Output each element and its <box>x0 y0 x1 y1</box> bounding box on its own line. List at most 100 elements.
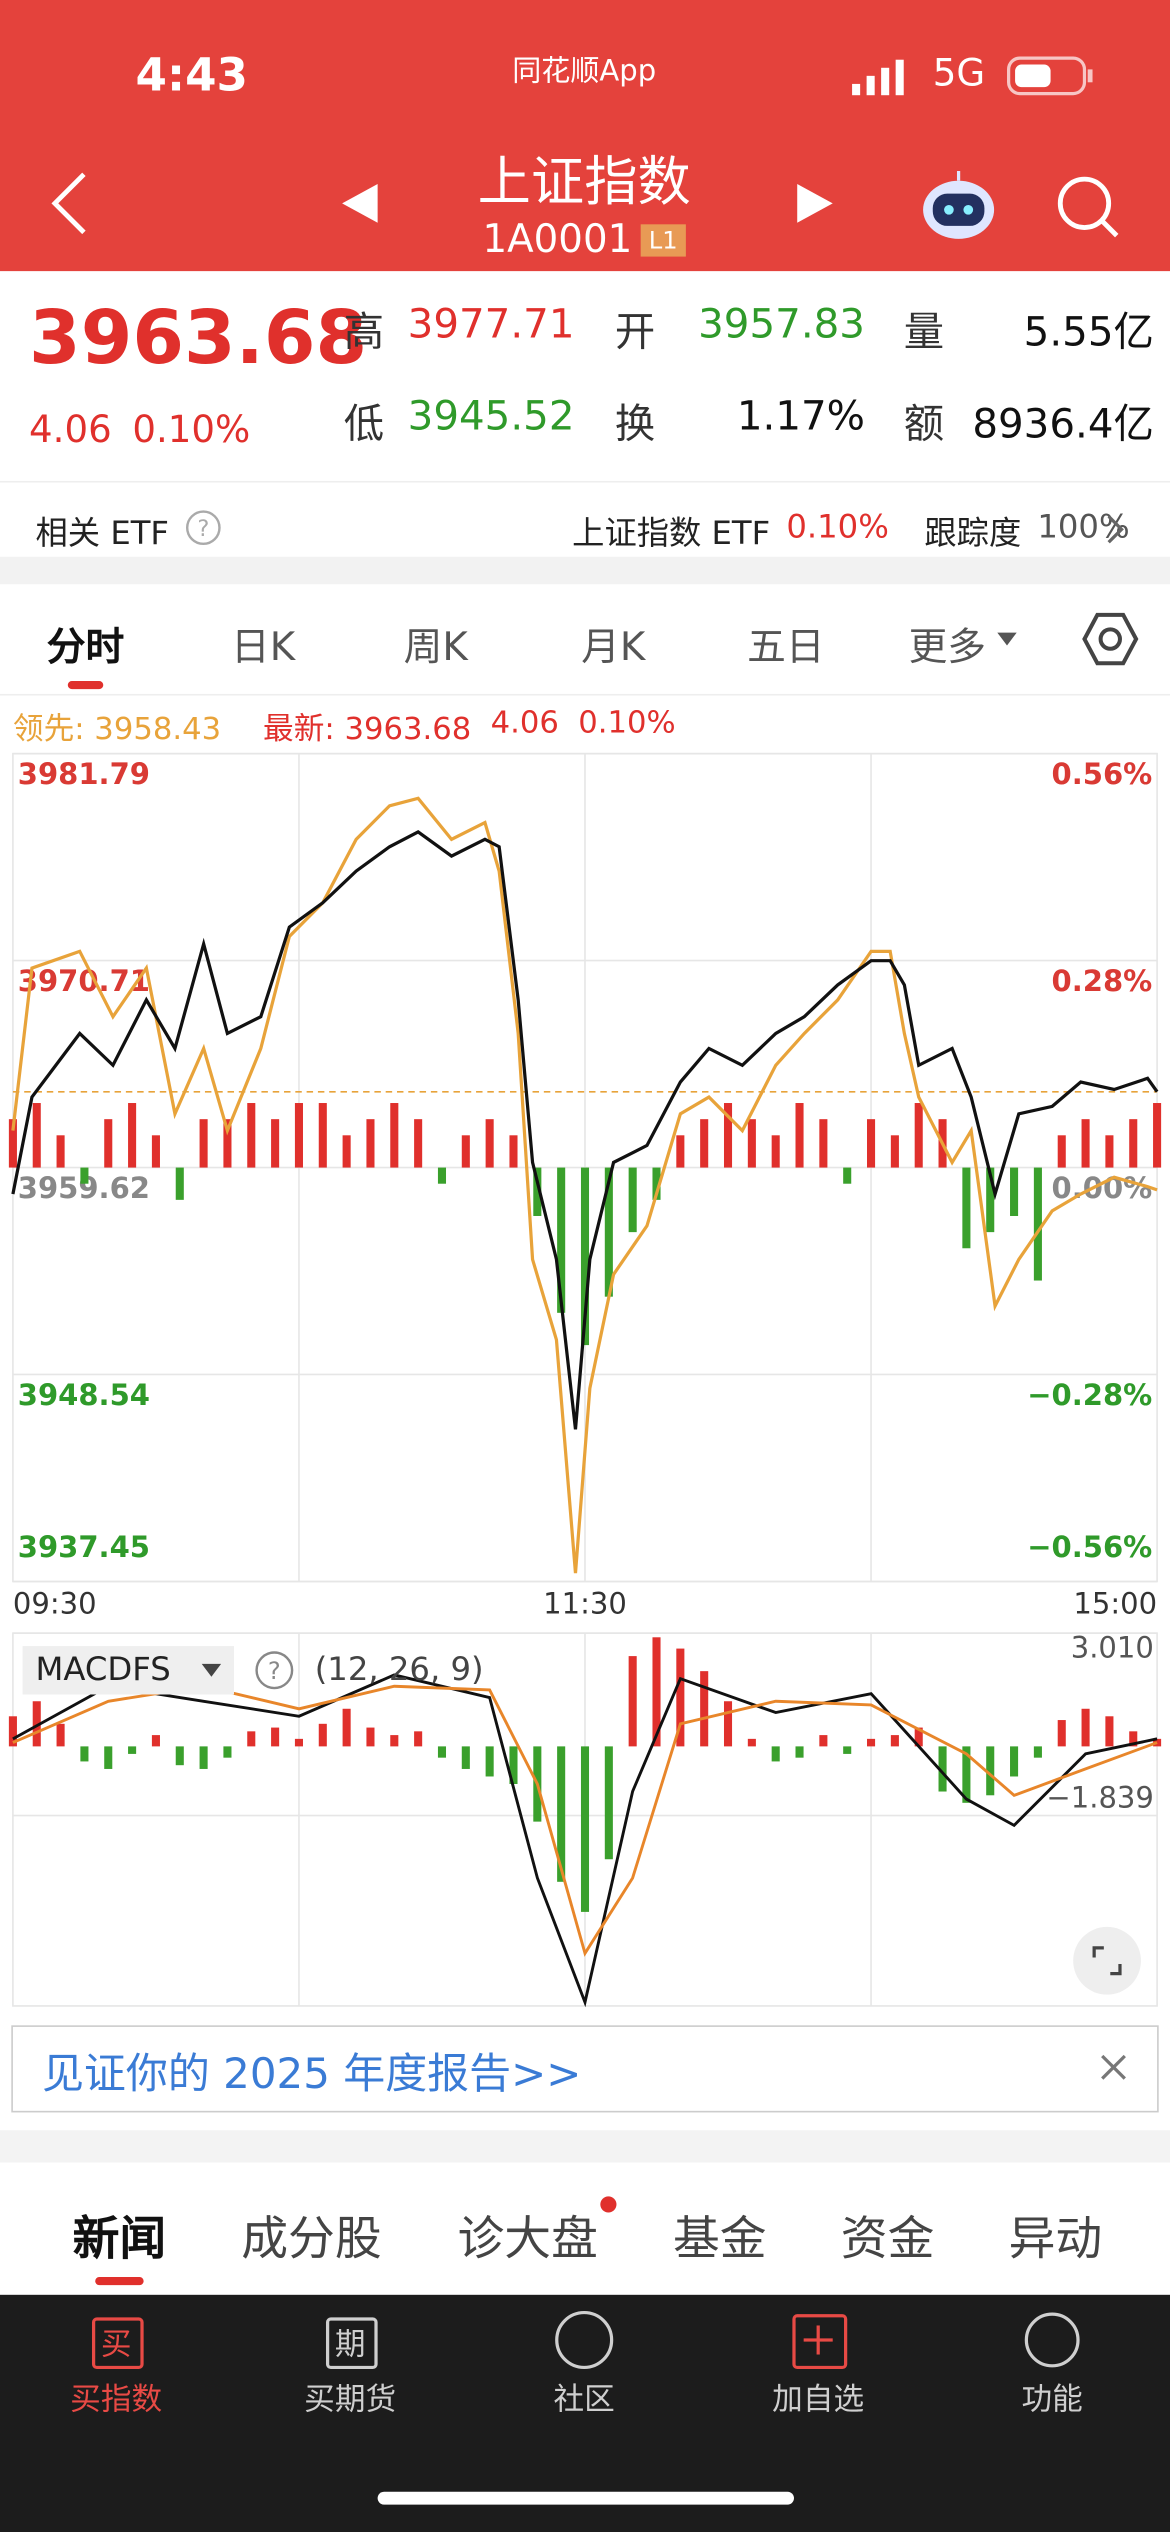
macd-bar <box>175 1746 184 1766</box>
flow-bar <box>318 1103 327 1168</box>
flow-bar <box>80 1167 89 1184</box>
tab[interactable]: 周K <box>403 624 468 670</box>
flow-bar <box>1105 1135 1114 1168</box>
price-line <box>11 830 1159 1430</box>
macd-bar <box>628 1656 637 1747</box>
news-tab[interactable]: 基金 <box>672 2210 767 2266</box>
flow-bar <box>867 1119 876 1168</box>
flow-bar <box>1081 1119 1090 1168</box>
tab[interactable]: 五日 <box>747 624 825 670</box>
fullscreen-button[interactable] <box>1072 1925 1143 1996</box>
flow-bar <box>723 1103 733 1168</box>
flow-bar <box>294 1103 303 1168</box>
macd-bar <box>414 1731 423 1747</box>
nav-label[interactable]: 加自选 <box>772 2381 865 2418</box>
flow-bar <box>700 1119 709 1168</box>
tab[interactable]: 分时 <box>46 624 125 670</box>
macd-bar <box>795 1746 804 1758</box>
title: 上证指数 <box>477 150 691 214</box>
indicator-select[interactable] <box>22 1646 234 1695</box>
prev-button[interactable] <box>339 181 384 226</box>
flow-bar <box>8 1119 17 1168</box>
flow-bar <box>533 1167 542 1216</box>
macd-bar <box>843 1746 852 1754</box>
news-tab[interactable]: 诊大盘 <box>457 2210 598 2266</box>
legend-latest: 最新: 3963.68 4.06 0.10% <box>263 705 676 749</box>
y-tick-label: 3981.79 <box>18 757 150 791</box>
macd-bar <box>485 1746 494 1777</box>
etf-name: 上证指数 ETF <box>572 513 771 552</box>
macd-bar <box>962 1746 971 1803</box>
macd-bar <box>580 1746 590 1912</box>
tab[interactable]: 月K <box>581 624 646 670</box>
network: 5G <box>932 53 986 96</box>
flow-bar <box>1033 1167 1042 1281</box>
y-tick-label: 3937.45 <box>18 1530 150 1564</box>
nav-icon <box>803 2338 833 2342</box>
macd-bar <box>604 1746 613 1860</box>
banner[interactable] <box>11 2025 1159 2113</box>
stat-label: 开 <box>614 308 656 356</box>
macd-bar <box>700 1671 709 1747</box>
tracking-label: 跟踪度 <box>924 513 1022 552</box>
macd-line <box>12 1673 1158 2008</box>
news-tab[interactable]: 异动 <box>1008 2210 1103 2266</box>
nav-label[interactable]: 买指数 <box>70 2381 163 2418</box>
battery <box>1007 56 1093 96</box>
macd-bar <box>80 1746 89 1762</box>
flow-bar <box>843 1167 852 1184</box>
svg-text:?: ? <box>268 1657 281 1685</box>
macd-bar <box>294 1738 303 1747</box>
tab[interactable]: 日K <box>230 624 296 670</box>
news-indicator <box>95 2277 144 2286</box>
news-tab[interactable]: 资金 <box>840 2210 935 2266</box>
macd-bar <box>366 1727 375 1747</box>
tab[interactable]: 更多 <box>908 624 987 670</box>
news-tab[interactable]: 新闻 <box>72 2210 167 2266</box>
search-button[interactable] <box>1052 171 1123 242</box>
help-icon[interactable]: ? <box>253 1649 295 1691</box>
y2-tick-label: 0.56% <box>1052 757 1153 791</box>
latest-change: 4.06 <box>490 705 559 741</box>
nav-label[interactable]: 功能 <box>1021 2381 1083 2418</box>
flow-bar <box>557 1167 566 1313</box>
nav-icon <box>1024 2312 1080 2368</box>
indicator-params: (12, 26, 9) <box>314 1649 484 1689</box>
close-button[interactable] <box>1097 2051 1129 2083</box>
dropdown <box>201 1663 222 1677</box>
macd-bar <box>747 1738 756 1747</box>
latest-pct: 0.10% <box>578 705 676 741</box>
nav-label[interactable]: 社区 <box>553 2381 615 2418</box>
help-icon[interactable]: ? <box>184 508 223 547</box>
badge-dot <box>600 2196 617 2213</box>
etf-info[interactable]: 上证指数 ETF 0.10% 跟踪度 100% <box>572 507 1129 554</box>
flow-bar <box>795 1103 804 1168</box>
news-tab[interactable]: 成分股 <box>241 2210 382 2266</box>
stat-value: 1.17% <box>736 392 865 439</box>
macd-bar <box>938 1746 947 1792</box>
level-badge: L1 <box>640 224 686 257</box>
x-tick-label: 09:30 <box>13 1587 97 1621</box>
flow-bar <box>390 1103 399 1168</box>
macd-bar <box>437 1746 447 1758</box>
y2-tick-label: −0.28% <box>1027 1378 1152 1412</box>
price-line <box>11 796 1158 1574</box>
stat-value: 3957.83 <box>698 300 865 347</box>
flow-bar <box>461 1135 470 1168</box>
macd-line <box>12 1684 1158 1957</box>
stat-value: 3945.52 <box>407 392 575 439</box>
macd-bar <box>223 1746 232 1758</box>
nav-icon-box <box>91 2317 144 2370</box>
nav-label[interactable]: 买期货 <box>304 2381 397 2418</box>
tab-arrow <box>997 632 1017 646</box>
macd-bar <box>318 1723 327 1747</box>
banner-text[interactable]: 见证你的 2025 年度报告>> <box>41 2051 582 2100</box>
stat-label: 换 <box>614 400 656 448</box>
home-indicator <box>377 2491 794 2505</box>
settings-button[interactable] <box>1081 610 1139 668</box>
back-button[interactable] <box>45 168 93 239</box>
assistant-button[interactable] <box>917 168 1001 245</box>
flow-bar <box>819 1119 828 1168</box>
next-button[interactable] <box>791 181 836 226</box>
